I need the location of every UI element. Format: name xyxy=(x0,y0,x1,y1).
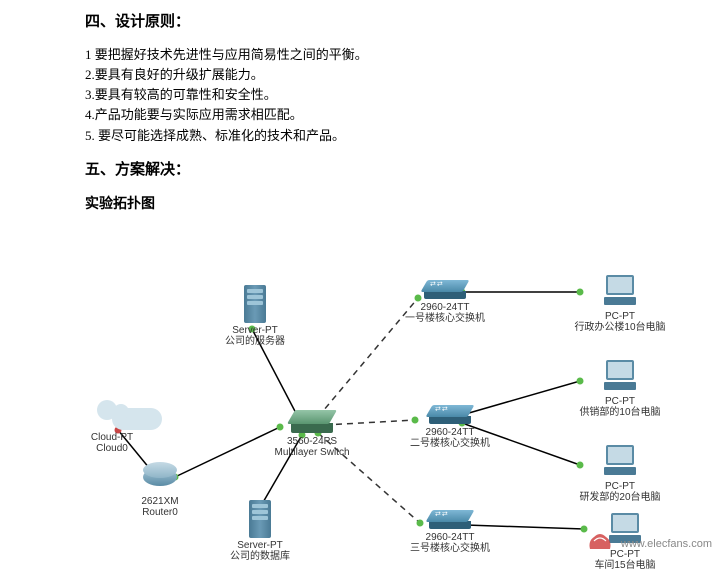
principle-item: 5. 要尽可能选择成熟、标准化的技术和产品。 xyxy=(85,126,722,146)
node-server1: Server-PT公司的服务器 xyxy=(220,285,290,347)
topology-diagram: Cloud-PTCloud0 2621XMRouter0 Server-PT公司的服… xyxy=(0,225,722,556)
node-pc3: PC-PT研发部的20台电脑 xyxy=(565,445,675,503)
section4-title: 四、设计原则： xyxy=(85,10,722,31)
node-pc1: PC-PT行政办公楼10台电脑 xyxy=(565,275,675,333)
node-sw3: ⇄⇄2960-24TT三号楼核心交换机 xyxy=(400,510,500,554)
node-pc2: PC-PT供销部的10台电脑 xyxy=(565,360,675,418)
principle-item: 1 要把握好技术先进性与应用简易性之间的平衡。 xyxy=(85,45,722,65)
principle-item: 3.要具有较高的可靠性和安全性。 xyxy=(85,85,722,105)
node-sw1: ⇄⇄2960-24TT一号楼核心交换机 xyxy=(395,280,495,324)
principles-list: 1 要把握好技术先进性与应用简易性之间的平衡。 2.要具有良好的升级扩展能力。 … xyxy=(85,45,722,146)
node-router: 2621XMRouter0 xyxy=(130,460,190,518)
principle-item: 4.产品功能要与实际应用需求相匹配。 xyxy=(85,105,722,125)
topology-title: 实验拓扑图 xyxy=(85,193,722,213)
node-server2: Server-PT公司的数据库 xyxy=(225,500,295,562)
watermark-text: www.elecfans.com xyxy=(621,538,712,550)
watermark-logo-icon xyxy=(586,529,614,551)
node-mls: 3560-24PSMultilayer Switch xyxy=(267,410,357,458)
principle-item: 2.要具有良好的升级扩展能力。 xyxy=(85,65,722,85)
section5-title: 五、方案解决： xyxy=(85,158,722,179)
node-sw2: ⇄⇄2960-24TT二号楼核心交换机 xyxy=(400,405,500,449)
node-cloud: Cloud-PTCloud0 xyxy=(82,400,142,454)
